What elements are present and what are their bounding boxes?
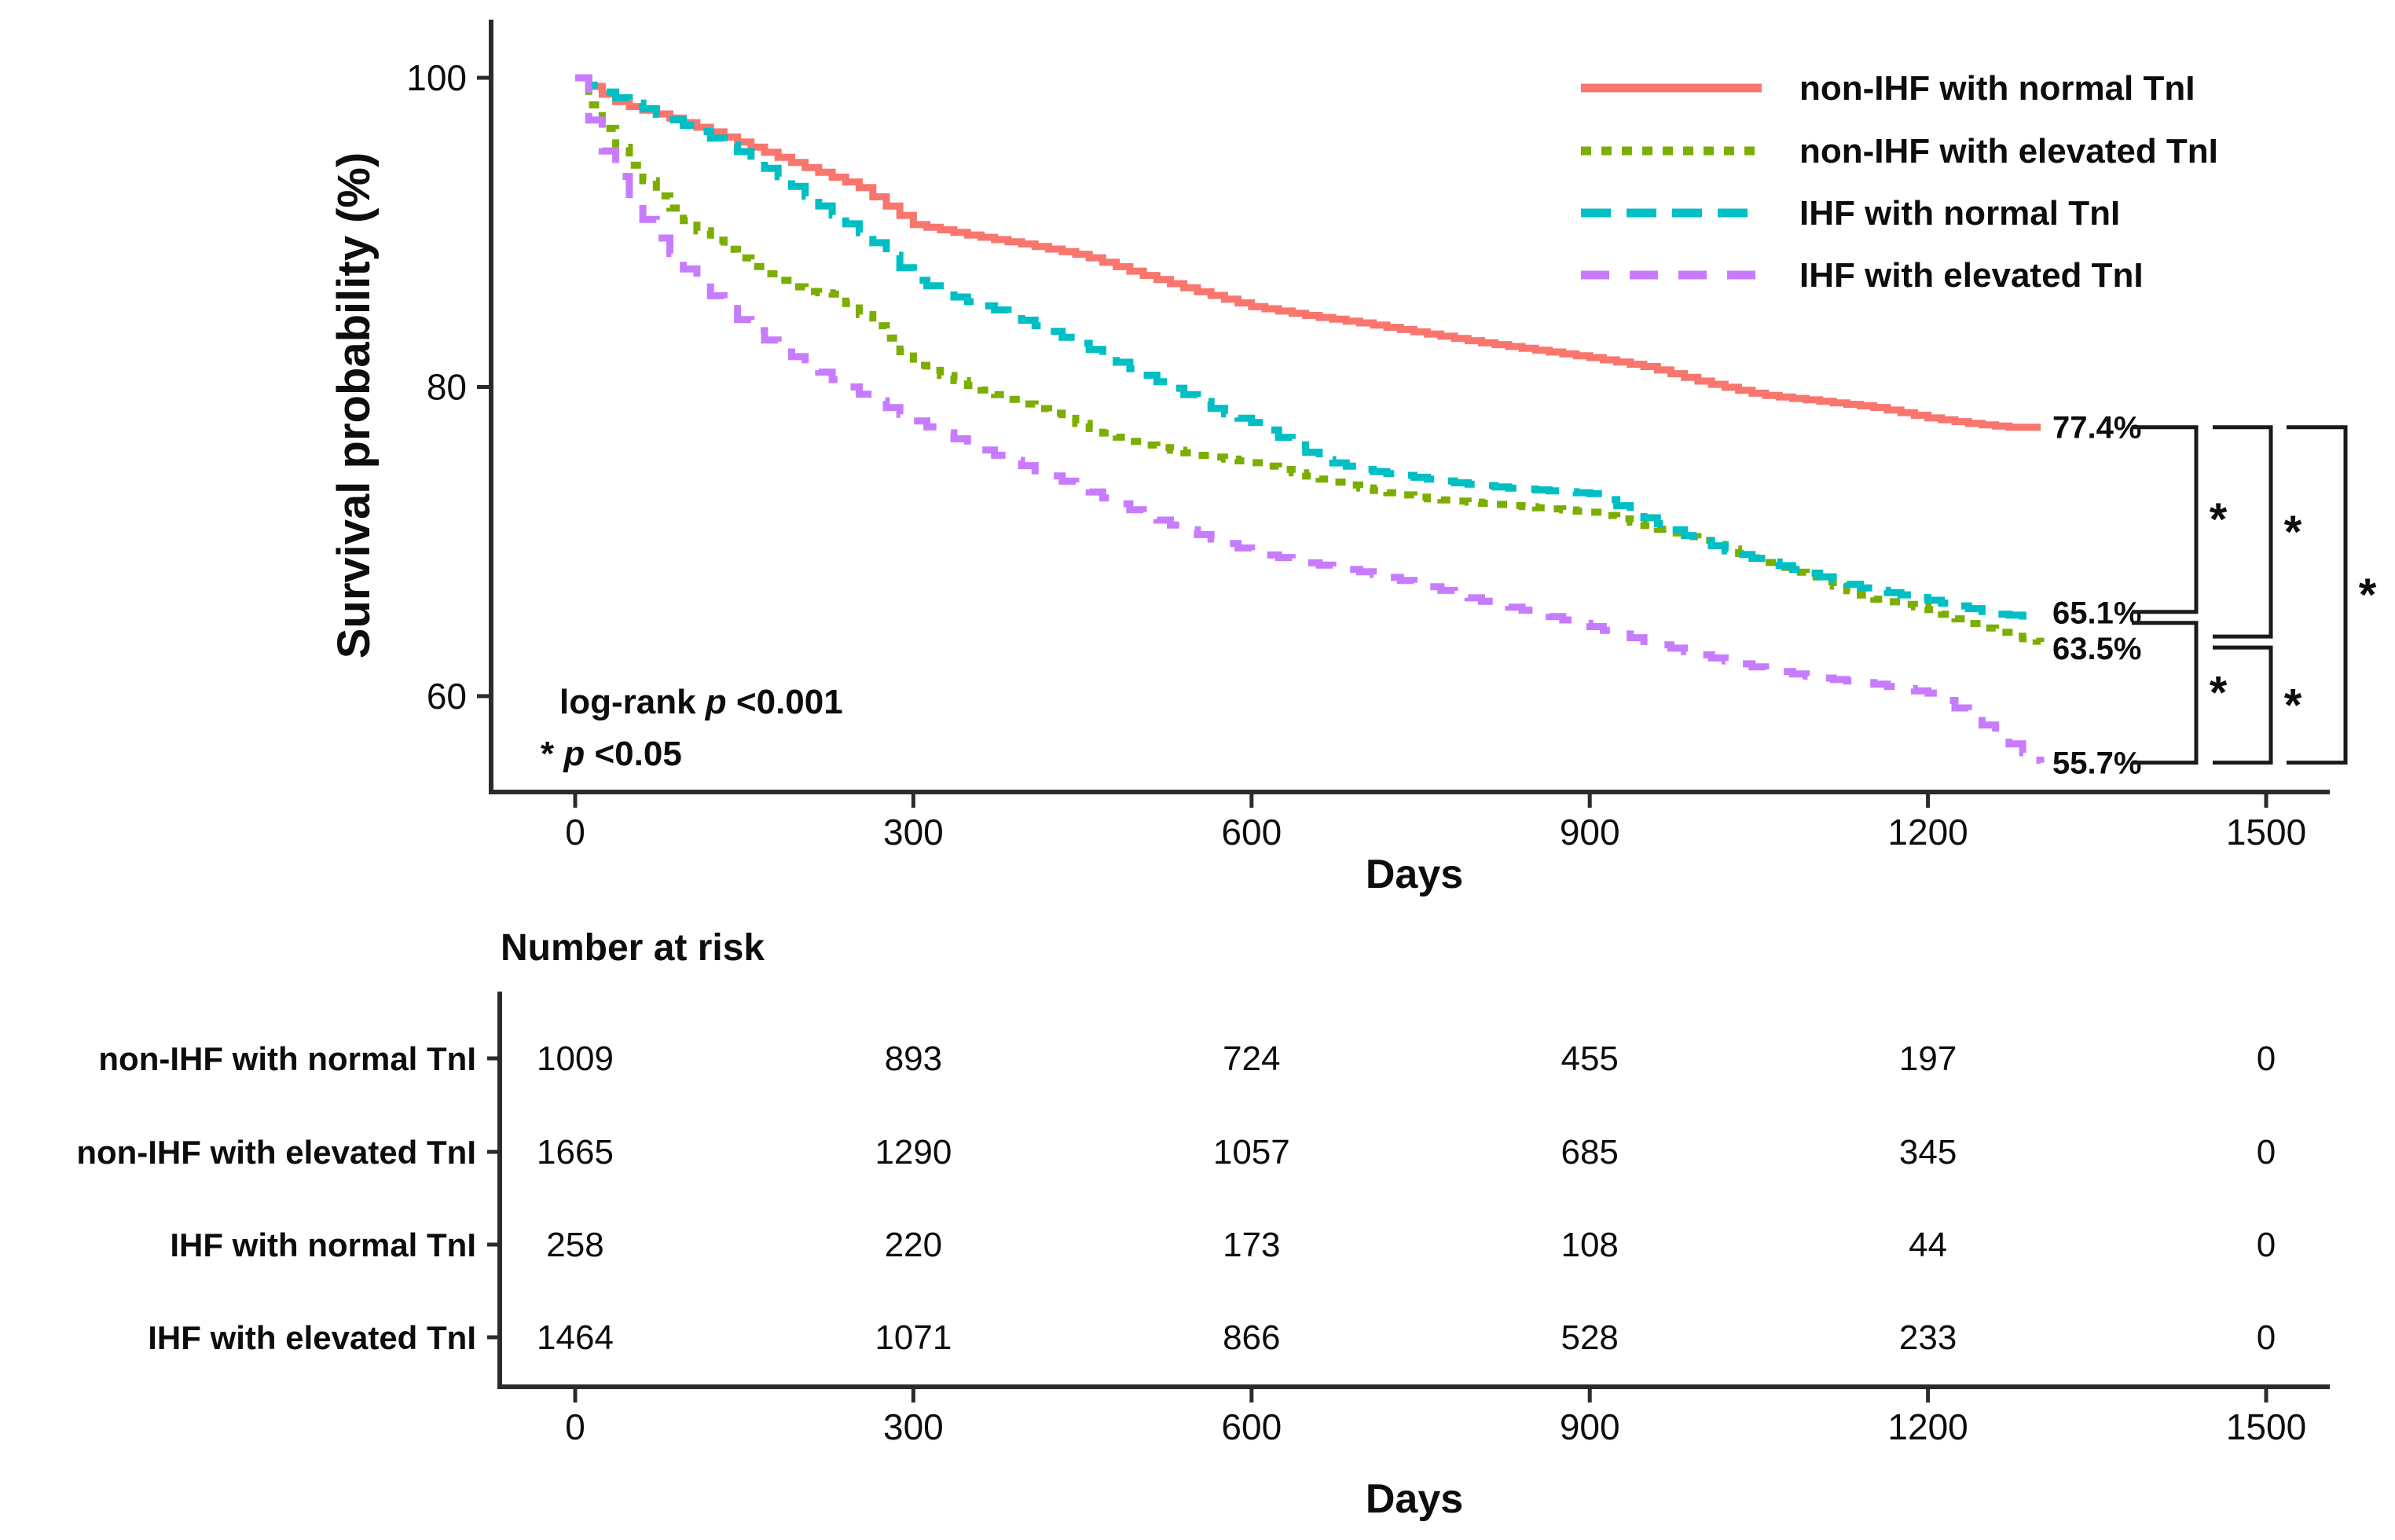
risk-row-label: IHF with normal TnI: [170, 1226, 476, 1263]
risk-x-tick-label: 300: [883, 1406, 944, 1447]
risk-row-label: non-IHF with normal TnI: [98, 1040, 476, 1077]
x-tick-label: 1200: [1887, 812, 1968, 852]
risk-value: 0: [2257, 1133, 2276, 1172]
risk-table-x-ticks: 0 300 600 900 1200 1500: [565, 1387, 2306, 1447]
significance-star: *: [2284, 680, 2302, 731]
risk-value: 173: [1223, 1226, 1280, 1264]
y-tick-label: 60: [427, 676, 467, 717]
risk-value: 1057: [1213, 1133, 1290, 1172]
curve-non-ihf-with-elevated-tni: [575, 74, 2045, 645]
log-rank-annotation: log-rank p <0.001: [559, 683, 843, 721]
significance-star: *: [2359, 570, 2377, 621]
x-tick-label: 0: [565, 812, 585, 852]
significance-star: *: [2210, 494, 2228, 545]
risk-value: 528: [1561, 1318, 1618, 1357]
risk-value: 685: [1561, 1133, 1618, 1172]
risk-value: 455: [1561, 1040, 1618, 1078]
risk-table: Number at risk non-IHF with normal TnI 10…: [76, 927, 2330, 1522]
risk-row-non-ihf-with-elevated-tni: non-IHF with elevated TnI 1665 1290 1057 685…: [76, 1133, 2276, 1172]
risk-value: 1464: [537, 1318, 614, 1357]
x-tick-label: 600: [1221, 812, 1282, 852]
risk-value: 724: [1223, 1040, 1280, 1078]
risk-value: 233: [1899, 1318, 1957, 1357]
end-label-non-ihf-with-normal-tni: 77.4%: [2052, 411, 2141, 446]
risk-value: 197: [1899, 1040, 1957, 1078]
star-significance-annotation: * p <0.05: [541, 735, 682, 773]
risk-value: 220: [885, 1226, 942, 1264]
risk-value: 108: [1561, 1226, 1618, 1264]
risk-value: 345: [1899, 1133, 1957, 1172]
risk-value: 0: [2257, 1040, 2276, 1078]
main-plot: Survival probability (%) 100 80 60 0 300 600…: [328, 20, 2377, 897]
risk-value: 258: [546, 1226, 603, 1264]
curve-non-ihf-with-normal-tni: [575, 74, 2041, 431]
bracket-non-ihf-with-normal-tni-vs-non-ihf-with-elevated-tni: [2213, 425, 2273, 639]
end-label-non-ihf-with-elevated-tni: 63.5%: [2052, 632, 2141, 666]
risk-value: 1071: [875, 1318, 952, 1357]
legend-item-ihf-with-normal-tni: IHF with normal TnI: [1581, 194, 2120, 233]
significance-star: *: [2210, 668, 2228, 719]
y-axis-ticks: 100 80 60: [406, 57, 491, 717]
risk-value: 893: [885, 1040, 942, 1078]
risk-x-tick-label: 600: [1221, 1406, 1282, 1447]
significance-brackets: * * * * *: [2132, 425, 2377, 765]
x-axis-title: Days: [1366, 852, 1463, 897]
legend-label: IHF with elevated TnI: [1799, 256, 2144, 295]
bracket-ihf-with-normal-tni-vs-ihf-with-elevated-tni: [2132, 621, 2199, 765]
risk-table-x-axis-title: Days: [1366, 1476, 1463, 1522]
risk-table-rows: non-IHF with normal TnI 1009 893 724 455 197 0…: [76, 1040, 2276, 1357]
end-label-ihf-with-normal-tni: 65.1%: [2052, 596, 2141, 631]
risk-x-tick-label: 1500: [2226, 1406, 2306, 1447]
risk-row-non-ihf-with-normal-tni: non-IHF with normal TnI 1009 893 724 455 197 0: [98, 1040, 2276, 1078]
risk-value: 0: [2257, 1318, 2276, 1357]
risk-value: 866: [1223, 1318, 1280, 1357]
risk-value: 44: [1909, 1226, 1947, 1264]
risk-row-ihf-with-normal-tni: IHF with normal TnI 258 220 173 108 44 0: [170, 1226, 2276, 1264]
risk-value: 1009: [537, 1040, 614, 1078]
bracket-non-ihf-with-normal-tni-vs-ihf-with-normal-tni: [2132, 425, 2199, 614]
y-tick-label: 100: [406, 57, 467, 98]
risk-row-label: non-IHF with elevated TnI: [76, 1134, 476, 1171]
legend-label: non-IHF with normal TnI: [1799, 69, 2195, 108]
legend-item-ihf-with-elevated-tni: IHF with elevated TnI: [1581, 256, 2144, 295]
end-label-ihf-with-elevated-tni: 55.7%: [2052, 746, 2141, 781]
bracket-non-ihf-with-elevated-tni-vs-ihf-with-elevated-tni: [2213, 645, 2273, 765]
risk-row-ihf-with-elevated-tni: IHF with elevated TnI 1464 1071 866 528 233 0: [148, 1318, 2276, 1357]
survival-curves: [575, 74, 2045, 764]
legend-item-non-ihf-with-elevated-tni: non-IHF with elevated TnI: [1581, 132, 2218, 170]
curve-ihf-with-elevated-tni: [575, 74, 2045, 764]
y-axis-title: Survival probability (%): [328, 152, 380, 659]
legend: non-IHF with normal TnI non-IHF with elev…: [1581, 69, 2218, 295]
legend-label: IHF with normal TnI: [1799, 194, 2120, 233]
legend-label: non-IHF with elevated TnI: [1799, 132, 2218, 170]
significance-star: *: [2284, 507, 2302, 558]
risk-value: 1665: [537, 1133, 614, 1172]
curve-ihf-with-normal-tni: [575, 74, 2045, 621]
risk-x-tick-label: 0: [565, 1406, 585, 1447]
y-tick-label: 80: [427, 367, 467, 408]
x-tick-label: 300: [883, 812, 944, 852]
risk-x-tick-label: 1200: [1887, 1406, 1968, 1447]
risk-value: 0: [2257, 1226, 2276, 1264]
legend-item-non-ihf-with-normal-tni: non-IHF with normal TnI: [1581, 69, 2195, 108]
x-tick-label: 1500: [2226, 812, 2306, 852]
risk-x-tick-label: 900: [1560, 1406, 1620, 1447]
risk-table-title: Number at risk: [501, 927, 765, 969]
x-tick-label: 900: [1560, 812, 1620, 852]
risk-row-label: IHF with elevated TnI: [148, 1319, 476, 1356]
curve-end-labels: 77.4% 63.5%65.1% 55.7%: [2052, 411, 2141, 781]
x-axis-ticks: 0 300 600 900 1200 1500: [565, 792, 2306, 852]
bracket-non-ihf-with-normal-tni-vs-ihf-with-elevated-tni: [2287, 425, 2348, 765]
risk-value: 1290: [875, 1133, 952, 1172]
